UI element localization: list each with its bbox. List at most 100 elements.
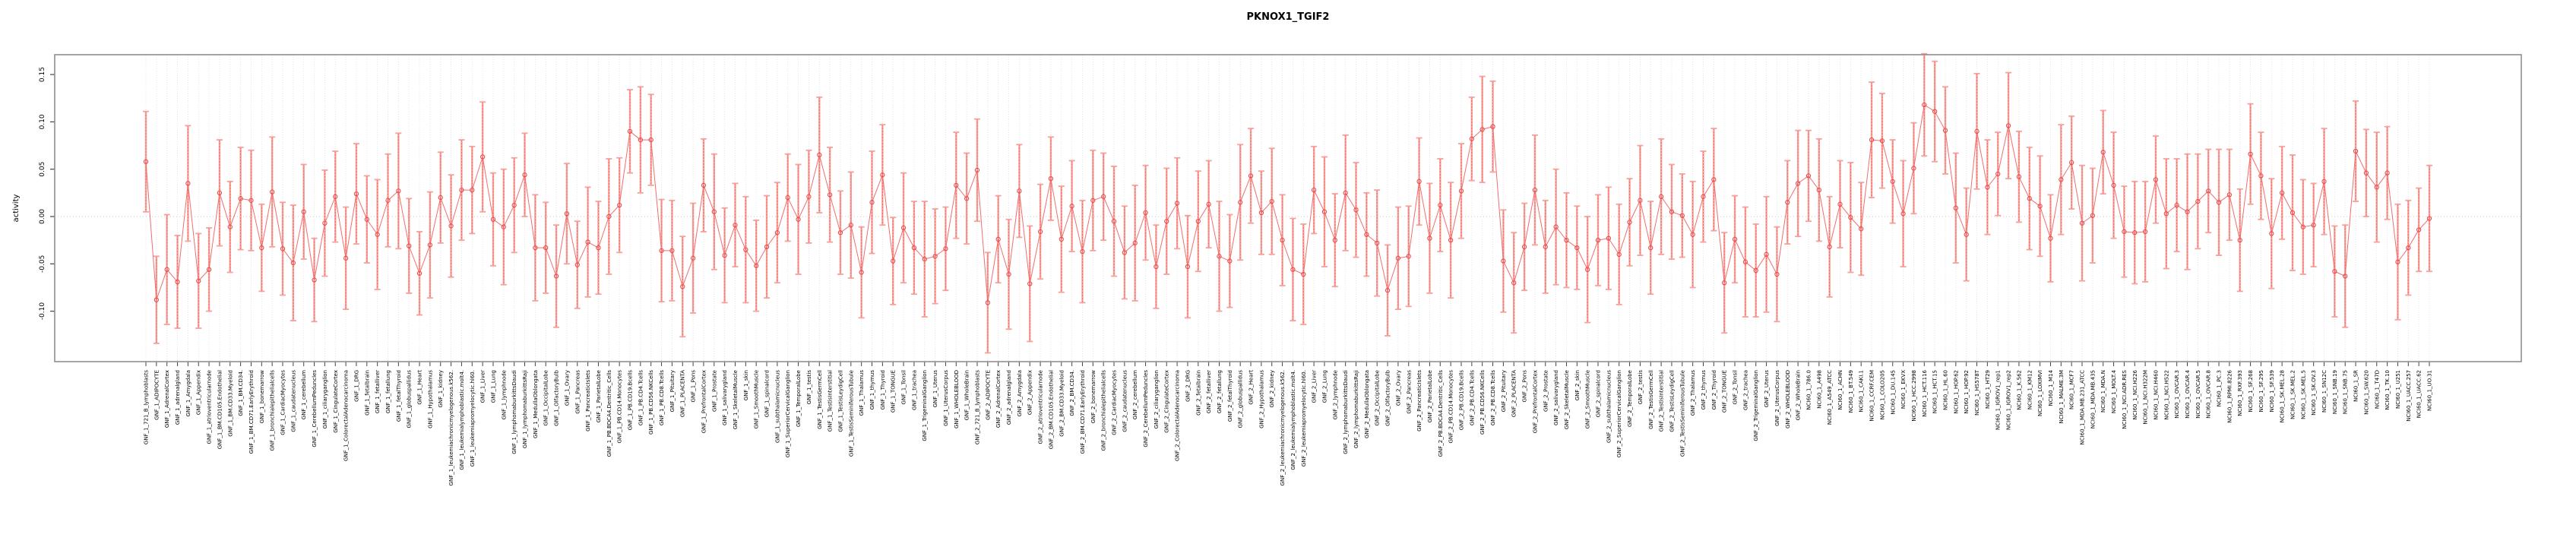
- x-tick-label: GNF_1_BM.CD33.Myeloid: [227, 370, 233, 437]
- data-point: [690, 255, 696, 261]
- data-point: [1638, 198, 1643, 203]
- x-tick-label: NCI60_1_RXF.393: [2237, 370, 2243, 416]
- x-tick-label: GNF_2_WholeBrain: [1796, 370, 1802, 420]
- data-point: [722, 252, 727, 258]
- data-point: [743, 247, 748, 252]
- x-tick-label: NCI60_1_TK.10: [2385, 370, 2391, 410]
- data-point: [1753, 267, 1758, 274]
- data-point: [1195, 219, 1201, 224]
- grid-layer: [55, 55, 2521, 362]
- data-point: [1795, 181, 1801, 186]
- x-tick-label: GNF_1_Appendix: [196, 370, 202, 415]
- data-point: [333, 194, 338, 199]
- x-tick-label: GNF_2_DRG: [1185, 370, 1191, 402]
- data-point: [1964, 232, 1969, 237]
- data-point: [1375, 240, 1380, 246]
- data-point: [2111, 182, 2116, 188]
- data-point: [2343, 274, 2348, 279]
- x-tick-label: GNF_1_lymphnode: [501, 370, 507, 419]
- x-tick-label: NCI60_1_OVCAR.5: [2195, 370, 2201, 419]
- x-tick-label: NCI60_1_M14: [2048, 369, 2054, 406]
- x-tick-label: GNF_2_caudatenucleus: [1122, 370, 1128, 432]
- x-tick-label: NCI60_1_U251: [2395, 370, 2401, 409]
- data-point: [280, 246, 286, 251]
- data-point: [2332, 269, 2337, 274]
- data-point: [2353, 148, 2359, 154]
- x-tick-label: GNF_1_TestisLeydigCell: [837, 370, 843, 432]
- y-axis-title: activity: [12, 194, 21, 222]
- x-tick-label: GNF_1_CerebellumPeduncles: [312, 370, 318, 447]
- data-point: [196, 278, 201, 283]
- data-point: [1816, 187, 1821, 193]
- x-tick-label: NCI60_1_HS578T: [1974, 369, 1980, 416]
- x-tick-label: GNF_2_Ovary: [1395, 370, 1401, 406]
- y-tick-label: -0.10: [39, 302, 46, 321]
- y-tick-label: 0.00: [39, 209, 46, 224]
- x-tick-label: GNF_2_Thyroid: [1711, 370, 1717, 409]
- x-tick-label: GNF_2_Pancreas: [1406, 370, 1412, 414]
- data-point: [185, 181, 191, 186]
- data-point: [1869, 137, 1875, 143]
- data-point: [785, 194, 790, 201]
- data-point: [1037, 229, 1043, 235]
- x-tick-label: GNF_1_globuspallidus: [407, 370, 413, 428]
- x-tick-label: GNF_1_fetalliver: [375, 370, 381, 413]
- data-point: [416, 270, 422, 276]
- data-point: [2122, 229, 2127, 235]
- data-point: [470, 187, 475, 193]
- data-point: [1006, 271, 1011, 277]
- x-tick-label: GNF_2_PancreaticIslets: [1416, 370, 1422, 432]
- data-point: [164, 267, 169, 272]
- x-tick-label: GNF_1_AdrenalCortex: [164, 370, 170, 428]
- x-tick-label: GNF_1_BM.CD71.EarlyErythroid: [248, 370, 255, 454]
- x-tick-label: NCI60_1_SK.MEL.28: [2280, 370, 2286, 422]
- x-tick-label: GNF_1_PLACENTA: [680, 370, 686, 417]
- x-tick-label: GNF_2_spinalcord: [1596, 370, 1602, 417]
- data-point: [837, 230, 843, 236]
- data-point: [375, 232, 380, 237]
- data-point: [2395, 259, 2400, 264]
- x-tick-label: GNF_1_Uterus: [932, 370, 938, 408]
- data-point: [1458, 188, 1464, 194]
- x-tick-label: NCI60_1_SK.MEL.5: [2300, 370, 2306, 419]
- x-tick-label: GNF_2_CerebellumPeduncles: [1143, 370, 1149, 447]
- data-point: [1059, 236, 1064, 242]
- x-tick-label: GNF_1_TestisInterstitial: [828, 370, 834, 432]
- x-tick-label: GNF_2_thymus: [1701, 370, 1707, 410]
- data-point: [2037, 204, 2043, 209]
- y-tick-label: 0.05: [39, 162, 46, 177]
- data-point: [648, 137, 653, 143]
- x-tick-label: NCI60_1_EKVX: [1900, 370, 1907, 409]
- x-tick-label: GNF_1_SmoothMuscle: [754, 370, 760, 428]
- data-point: [1048, 176, 1054, 182]
- data-point: [964, 196, 970, 201]
- x-tick-label: GNF_2_PB.CD14.Monocytes: [1448, 370, 1454, 444]
- data-point: [817, 152, 822, 158]
- x-tick-label: NCI60_1_MALME.3M: [2059, 370, 2065, 423]
- data-point: [1564, 237, 1569, 243]
- data-point: [2100, 150, 2106, 155]
- data-point: [479, 154, 486, 160]
- x-tick-label: GNF_2_Appendix: [1027, 370, 1033, 415]
- x-tick-label: GNF_1_Hypothalamus: [427, 370, 433, 428]
- x-tick-label: GNF_2_Lung: [1321, 370, 1328, 403]
- x-tick-label: NCI60_1_RPMI.8226: [2226, 369, 2233, 422]
- data-point: [2185, 209, 2190, 214]
- data-point: [1711, 177, 1717, 182]
- data-points-layer: [143, 102, 2432, 305]
- x-tick-label: NCI60_1_A549_ATCC: [1827, 370, 1833, 425]
- x-tick-label: NCI60_1_CAKI.1: [1859, 370, 1865, 413]
- data-point: [2216, 200, 2222, 205]
- data-point: [1848, 215, 1853, 220]
- data-point: [1406, 254, 1411, 259]
- x-tick-label: GNF_1_kidney: [438, 370, 444, 407]
- data-point: [1164, 219, 1169, 224]
- x-tick-label: GNF_1_BM.CD34.: [238, 370, 244, 416]
- data-point: [1627, 220, 1632, 225]
- x-tick-label: NCI60_1_SK.OV.3: [2311, 370, 2317, 416]
- x-tick-label: GNF_2_bonemarrow: [1090, 370, 1097, 423]
- data-point: [2279, 190, 2285, 195]
- data-point: [533, 245, 538, 251]
- data-point: [1827, 244, 1832, 250]
- x-tick-label: GNF_2_cerebellum: [1132, 370, 1138, 419]
